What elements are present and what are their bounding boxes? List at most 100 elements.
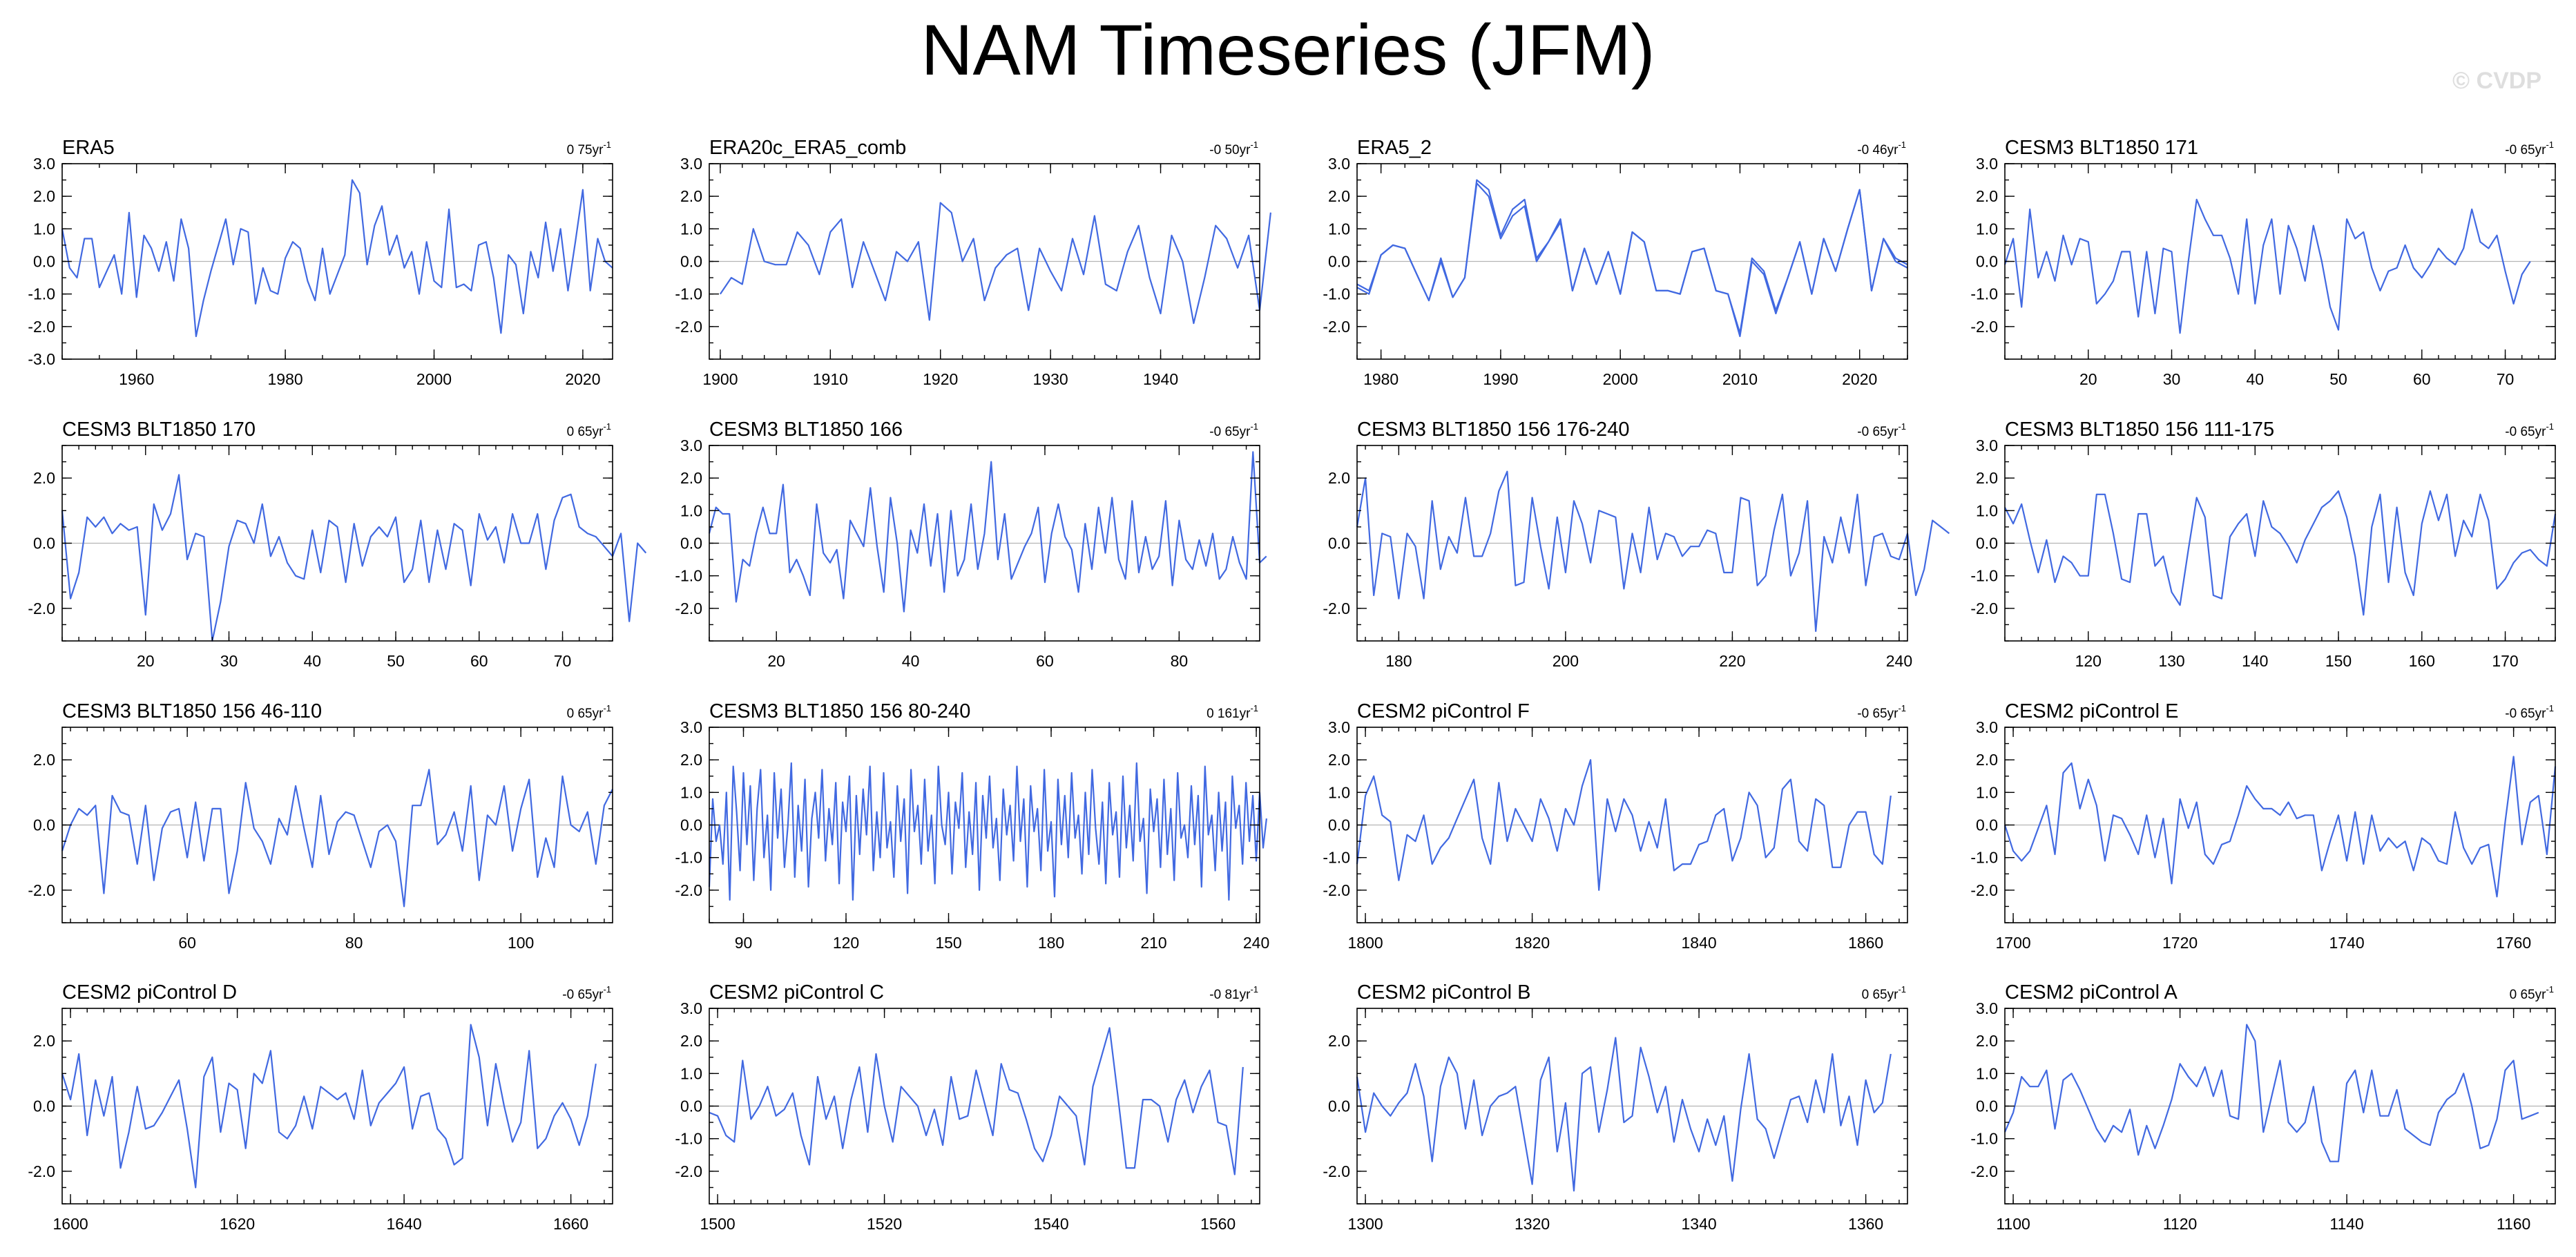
panel-7-xtick-label: 240 (1886, 652, 1912, 670)
panel-14-trend-value: -0 81yr (1209, 988, 1251, 1002)
panel-7-ytick-label: -2.0 (1323, 599, 1350, 617)
panel-4-trend-exponent: -1 (2546, 140, 2554, 150)
panel-2-ytick-label: -1.0 (675, 285, 702, 303)
panel-1-ytick-label: 0.0 (33, 253, 55, 271)
panel-15-xtick-label: 1320 (1515, 1215, 1550, 1233)
panel-6: -2.0 -1.0 0.0 1.0 2.0 3.0 20 40 60 80 CESM3 BLT185… (675, 419, 1267, 670)
panel-3-xtick-label: 2010 (1722, 370, 1758, 388)
panel-8-series-line-1 (2004, 490, 2557, 616)
panel-5-title: CESM3 BLT1850 170 (62, 419, 256, 441)
panel-3-ytick-label: 0.0 (1328, 253, 1350, 271)
panel-5-ytick-label: -2.0 (28, 599, 55, 617)
panel-7-ytick-label: 0.0 (1328, 535, 1350, 553)
panel-3-xtick-label: 2020 (1842, 370, 1877, 388)
panel-11-trend-exponent: -1 (1898, 703, 1906, 713)
panel-16-xtick-label: 1120 (2163, 1215, 2197, 1233)
panel-3-series-line-1 (1356, 179, 1908, 338)
panel-11-trend-value: -0 65yr (1857, 707, 1899, 721)
panel-8-trend-exponent: -1 (2546, 421, 2554, 432)
panel-5-xtick-label: 30 (220, 652, 238, 670)
panel-12-title: CESM2 piControl E (2005, 700, 2178, 722)
panel-9-title: CESM3 BLT1850 156 46-110 (62, 700, 322, 722)
panel-14-trend: -0 81yr-1 (1209, 984, 1258, 1002)
panel-2-ytick-label: 3.0 (680, 155, 702, 173)
panel-13-xtick-label: 1640 (387, 1215, 422, 1233)
panel-3-xtick-label: 1980 (1363, 370, 1398, 388)
panel-2-trend-value: -0 50yr (1209, 143, 1251, 157)
panel-6-ytick-label: 0.0 (680, 535, 702, 553)
panel-7-series-line-1 (1356, 470, 1950, 633)
panel-7-trend-value: -0 65yr (1857, 425, 1899, 439)
panel-7-ytick-label: 2.0 (1328, 469, 1350, 487)
panel-16-ytick-label: 2.0 (1976, 1032, 1998, 1050)
panel-15-trend-value: 0 65yr (1862, 988, 1899, 1002)
panel-11-ytick-label: 1.0 (1328, 783, 1350, 801)
panel-11-trend: -0 65yr-1 (1857, 703, 1906, 721)
panel-12-xtick-label: 1720 (2162, 934, 2198, 952)
panel-12-xtick-label: 1760 (2496, 934, 2531, 952)
panel-16-xtick-label: 1140 (2329, 1215, 2363, 1233)
panel-11-xtick-label: 1860 (1848, 934, 1883, 952)
panel-14-xtick-label: 1560 (1200, 1215, 1236, 1233)
panel-11-title: CESM2 piControl F (1357, 700, 1530, 722)
panel-6-trend-exponent: -1 (1250, 421, 1258, 432)
panel-13-xtick-label: 1600 (52, 1215, 88, 1233)
panel-6-ytick-label: 2.0 (680, 469, 702, 487)
panel-11-ytick-label: 2.0 (1328, 751, 1350, 769)
panel-8-ytick-label: 1.0 (1976, 501, 1998, 519)
panel-4-trend: -0 65yr-1 (2505, 140, 2554, 157)
panel-13-ytick-label: 2.0 (33, 1032, 55, 1050)
panel-6-trend-value: -0 65yr (1209, 425, 1251, 439)
panel-1-xtick-label: 1960 (119, 370, 154, 388)
panel-5-xtick-label: 60 (470, 652, 488, 670)
panel-12-ytick-label: -2.0 (1970, 881, 1998, 899)
panel-1-xtick-label: 2020 (565, 370, 600, 388)
panel-10-trend: 0 161yr-1 (1207, 703, 1258, 721)
panel-16-trend: 0 65yr-1 (2510, 984, 2554, 1002)
panel-3-trend-exponent: -1 (1898, 140, 1906, 150)
panel-6-ytick-label: -1.0 (675, 567, 702, 585)
panel-9-series-line-1 (61, 769, 613, 908)
panel-5-trend-value: 0 65yr (567, 425, 604, 439)
panel-15-trend: 0 65yr-1 (1862, 984, 1906, 1002)
panel-12-xtick-label: 1700 (1995, 934, 2030, 952)
panel-12-trend-exponent: -1 (2546, 703, 2554, 713)
panel-3-ytick-label: -1.0 (1323, 285, 1350, 303)
watermark: © CVDP (2452, 68, 2541, 94)
panel-1-ytick-label: 2.0 (33, 187, 55, 205)
panel-4: -2.0 -1.0 0.0 1.0 2.0 3.0 20 30 40 50 60 70 CESM3 BL… (1970, 137, 2556, 388)
panel-11-ytick-label: 3.0 (1328, 718, 1350, 736)
panel-5-xtick-label: 50 (387, 652, 405, 670)
panel-10: -2.0 -1.0 0.0 1.0 2.0 3.0 90 120 150 180 210 240 CES… (675, 700, 1269, 952)
panel-9-xtick-label: 80 (345, 934, 363, 952)
panel-12-ytick-label: -1.0 (1970, 849, 1998, 867)
panel-10-ytick-label: -2.0 (675, 881, 702, 899)
panel-11-xtick-label: 1800 (1347, 934, 1383, 952)
panel-16: -2.0 -1.0 0.0 1.0 2.0 3.0 1100 1120 1140 1160 CESM… (1970, 981, 2556, 1233)
panel-9-xtick-label: 60 (178, 934, 196, 952)
main-title: NAM Timeseries (JFM) (921, 10, 1655, 90)
panel-3: -2.0 -1.0 0.0 1.0 2.0 3.0 1980 1990 2000 2010 2020… (1323, 137, 1908, 388)
panel-14-ytick-label: 3.0 (680, 999, 702, 1017)
panel-14-ytick-label: 2.0 (680, 1032, 702, 1050)
panel-9-ytick-label: -2.0 (28, 881, 55, 899)
panel-14-title: CESM2 piControl C (709, 981, 884, 1004)
panel-10-ytick-label: 1.0 (680, 783, 702, 801)
panel-16-trend-exponent: -1 (2546, 984, 2554, 995)
panel-16-ytick-label: 3.0 (1976, 999, 1998, 1017)
panel-11: -2.0 -1.0 0.0 1.0 2.0 3.0 1800 1820 1840 1860 CESM… (1323, 700, 1908, 952)
panel-8-xtick-label: 160 (2409, 652, 2435, 670)
panel-10-title: CESM3 BLT1850 156 80-240 (709, 700, 970, 722)
panel-2-ytick-label: 0.0 (680, 253, 702, 271)
panel-7-xtick-label: 200 (1553, 652, 1579, 670)
panel-11-series-line-1 (1356, 759, 1892, 891)
panel-12-trend-value: -0 65yr (2505, 707, 2546, 721)
panel-9-ytick-label: 2.0 (33, 751, 55, 769)
panel-12-ytick-label: 0.0 (1976, 816, 1998, 834)
panel-8-trend: -0 65yr-1 (2505, 421, 2554, 439)
panel-4-xtick-label: 40 (2246, 370, 2264, 388)
panel-12-xtick-label: 1740 (2329, 934, 2365, 952)
panel-1-series-line-1 (61, 179, 613, 338)
panel-11-ytick-label: -1.0 (1323, 849, 1350, 867)
panel-6-xtick-label: 80 (1171, 652, 1189, 670)
